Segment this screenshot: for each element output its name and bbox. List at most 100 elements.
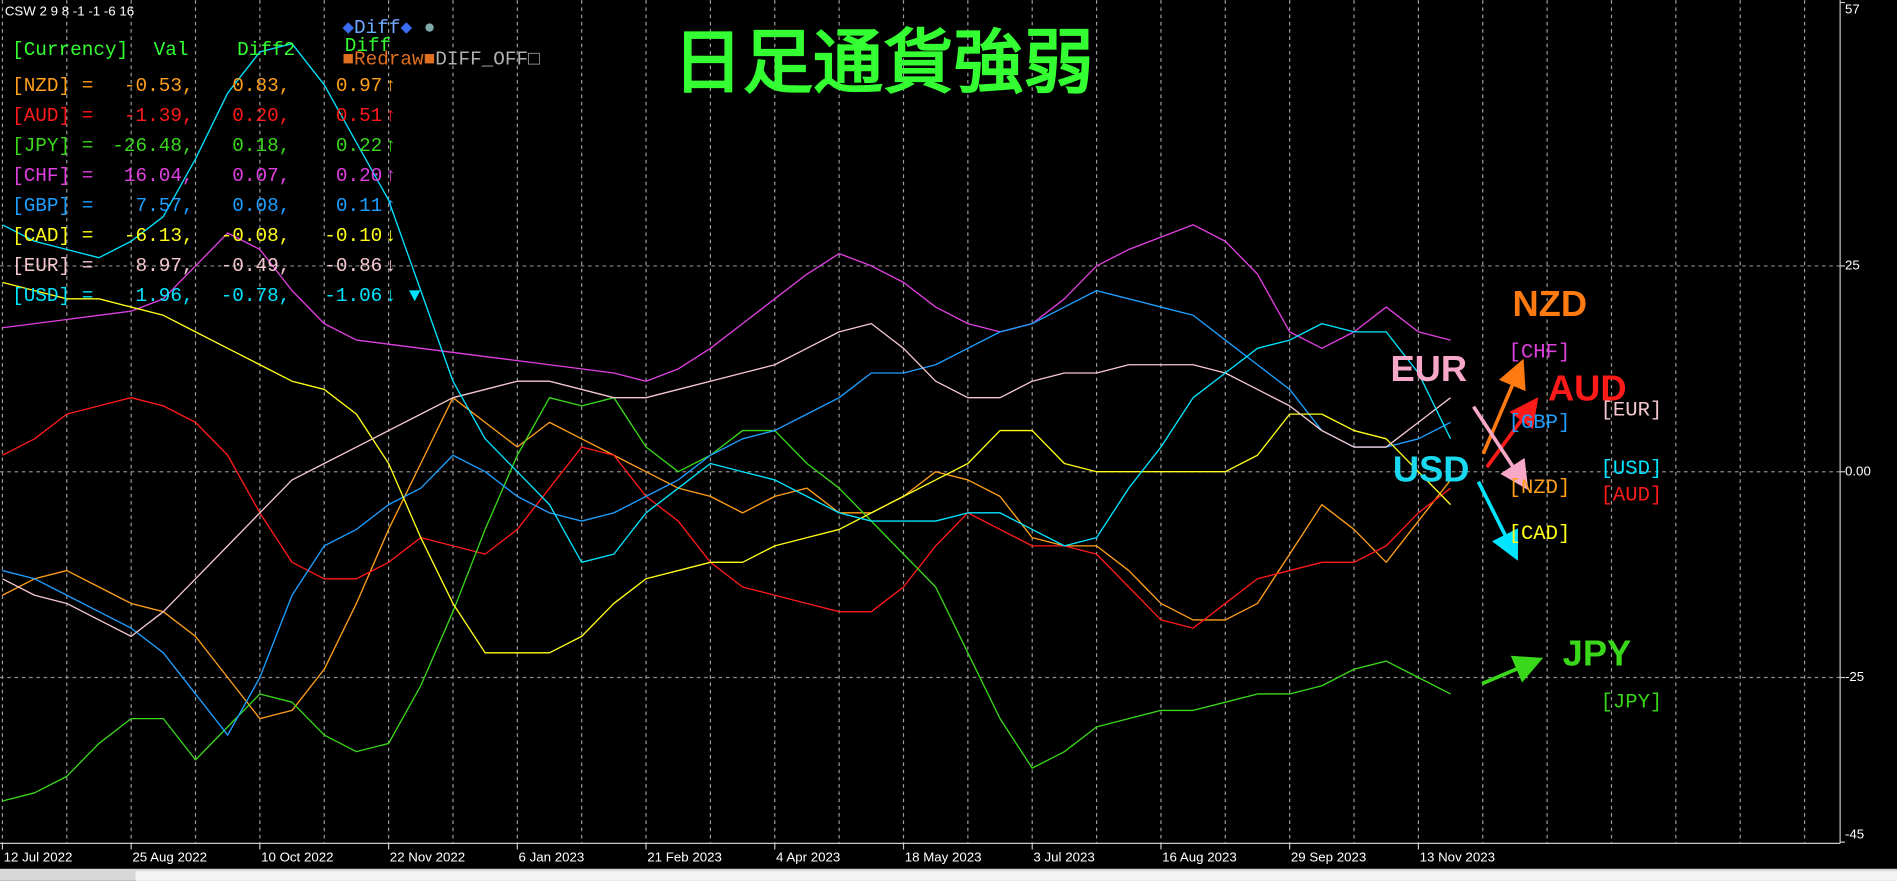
x-tick-label: 22 Nov 2022	[390, 849, 465, 864]
table-cell: 0.22	[336, 135, 382, 157]
y-tick-label: 25	[1845, 257, 1860, 272]
table-cell: [EUR] =	[12, 255, 93, 277]
y-tick-label: -25	[1845, 669, 1864, 684]
table-cell: ↑	[385, 195, 397, 217]
series-line	[2, 224, 1451, 382]
table-cell: 7.57,	[136, 195, 194, 217]
table-cell: 0.11	[336, 195, 382, 217]
annotation: EUR	[1390, 348, 1467, 389]
button-label[interactable]: DIFF_OFF	[435, 49, 528, 71]
table-cell: -0.78,	[221, 285, 291, 307]
x-tick-label: 12 Jul 2022	[4, 849, 73, 864]
table-cell: ▼	[409, 285, 421, 307]
button-label[interactable]: ◆	[342, 17, 354, 39]
table-header: Diff	[345, 35, 391, 57]
table-cell: [JPY] =	[12, 135, 93, 157]
table-cell: ↑	[385, 135, 397, 157]
table-cell: 0.08,	[232, 195, 290, 217]
annotation: [JPY]	[1601, 691, 1663, 714]
x-tick-label: 16 Aug 2023	[1162, 849, 1237, 864]
table-cell: ↑	[385, 75, 397, 97]
x-tick-label: 29 Sep 2023	[1291, 849, 1366, 864]
table-cell: -0.86	[324, 255, 382, 277]
arrows	[1472, 358, 1544, 686]
table-cell: [AUD] =	[12, 105, 93, 127]
x-tick-label: 21 Feb 2023	[647, 849, 722, 864]
chart-title: 日足通貨強弱	[673, 22, 1094, 101]
annotation: [CAD]	[1509, 523, 1571, 546]
table-cell: 0.51	[336, 105, 382, 127]
table-cell: 0.20	[336, 165, 382, 187]
table-cell: 0.20,	[232, 105, 290, 127]
annotation: [EUR]	[1601, 400, 1663, 423]
table-cell: 0.18,	[232, 135, 290, 157]
annotation: NZD	[1512, 283, 1587, 324]
button-label[interactable]: ●	[412, 17, 435, 39]
table-cell: 0.83,	[232, 75, 290, 97]
series-lines	[2, 43, 1452, 802]
x-tick-label: 18 May 2023	[905, 849, 982, 864]
button-label[interactable]: ◆	[400, 17, 412, 39]
series-line	[2, 322, 1451, 638]
button-label[interactable]: ■	[424, 49, 436, 71]
table-cell: -26.48,	[112, 135, 193, 157]
table-cell: 0.07,	[232, 165, 290, 187]
scrollbar-track	[135, 871, 1897, 881]
series-line	[2, 397, 1451, 629]
overlay-texts: [Currency] Val Diff2 Diff [NZD] = -0.53, 0.83,…	[12, 17, 1662, 714]
annotation: JPY	[1563, 632, 1632, 673]
annotation: [NZD]	[1509, 477, 1571, 500]
annotation: [CHF]	[1509, 342, 1571, 365]
table-cell: [USD] =	[12, 285, 93, 307]
arrow	[1485, 397, 1539, 469]
series-line	[2, 281, 1452, 654]
annotation: [AUD]	[1601, 484, 1663, 507]
arrow	[1481, 358, 1526, 455]
table-cell: -0.08,	[221, 225, 291, 247]
table-cell: -1.39,	[124, 105, 194, 127]
button-row: ■Redraw■DIFF_OFF□	[342, 49, 540, 71]
button-label[interactable]: ■	[342, 49, 354, 71]
button-label[interactable]: Diff	[354, 17, 400, 39]
x-tick-label: 25 Aug 2022	[132, 849, 207, 864]
annotation: USD	[1393, 449, 1470, 490]
button-label[interactable]: □	[528, 49, 540, 71]
x-tick-label: 10 Oct 2022	[261, 849, 333, 864]
annotation: [USD]	[1601, 458, 1663, 481]
series-line	[2, 289, 1451, 736]
table-cell: -0.53,	[124, 75, 194, 97]
table-cell: -0.10	[324, 225, 382, 247]
table-header: [Currency]	[12, 39, 128, 61]
button-label[interactable]: Redraw	[354, 49, 424, 71]
table-cell: -6.13,	[124, 225, 194, 247]
x-tick-label: 4 Apr 2023	[776, 849, 840, 864]
arrow	[1481, 655, 1544, 686]
table-cell: ↑	[385, 165, 397, 187]
table-cell: 1.96,	[136, 285, 194, 307]
table-cell: [CAD] =	[12, 225, 93, 247]
table-header: Val	[154, 39, 189, 61]
annotation: AUD	[1548, 367, 1627, 408]
arrow	[1476, 480, 1518, 561]
table-cell: 16.04,	[124, 165, 194, 187]
table-header: Diff2	[237, 39, 295, 61]
table-cell: -0.49,	[221, 255, 291, 277]
button-row: ◆Diff◆ ●	[342, 17, 435, 39]
y-tick-label: 0.00	[1845, 463, 1871, 478]
x-tick-label: 13 Nov 2023	[1420, 849, 1495, 864]
series-line	[2, 397, 1452, 720]
table-cell: -1.06	[324, 285, 382, 307]
status-text: CSW 2 9 8 -1 -1 -6 16	[5, 4, 134, 19]
series-line	[2, 43, 1452, 563]
table-cell: 8.97,	[136, 255, 194, 277]
table-cell: ↓	[385, 225, 397, 247]
table-cell: ↓	[385, 285, 397, 307]
table-cell: 0.97	[336, 75, 382, 97]
table-cell: [NZD] =	[12, 75, 93, 97]
arrow	[1472, 405, 1529, 491]
series-line	[2, 397, 1451, 802]
table-cell: [CHF] =	[12, 165, 93, 187]
